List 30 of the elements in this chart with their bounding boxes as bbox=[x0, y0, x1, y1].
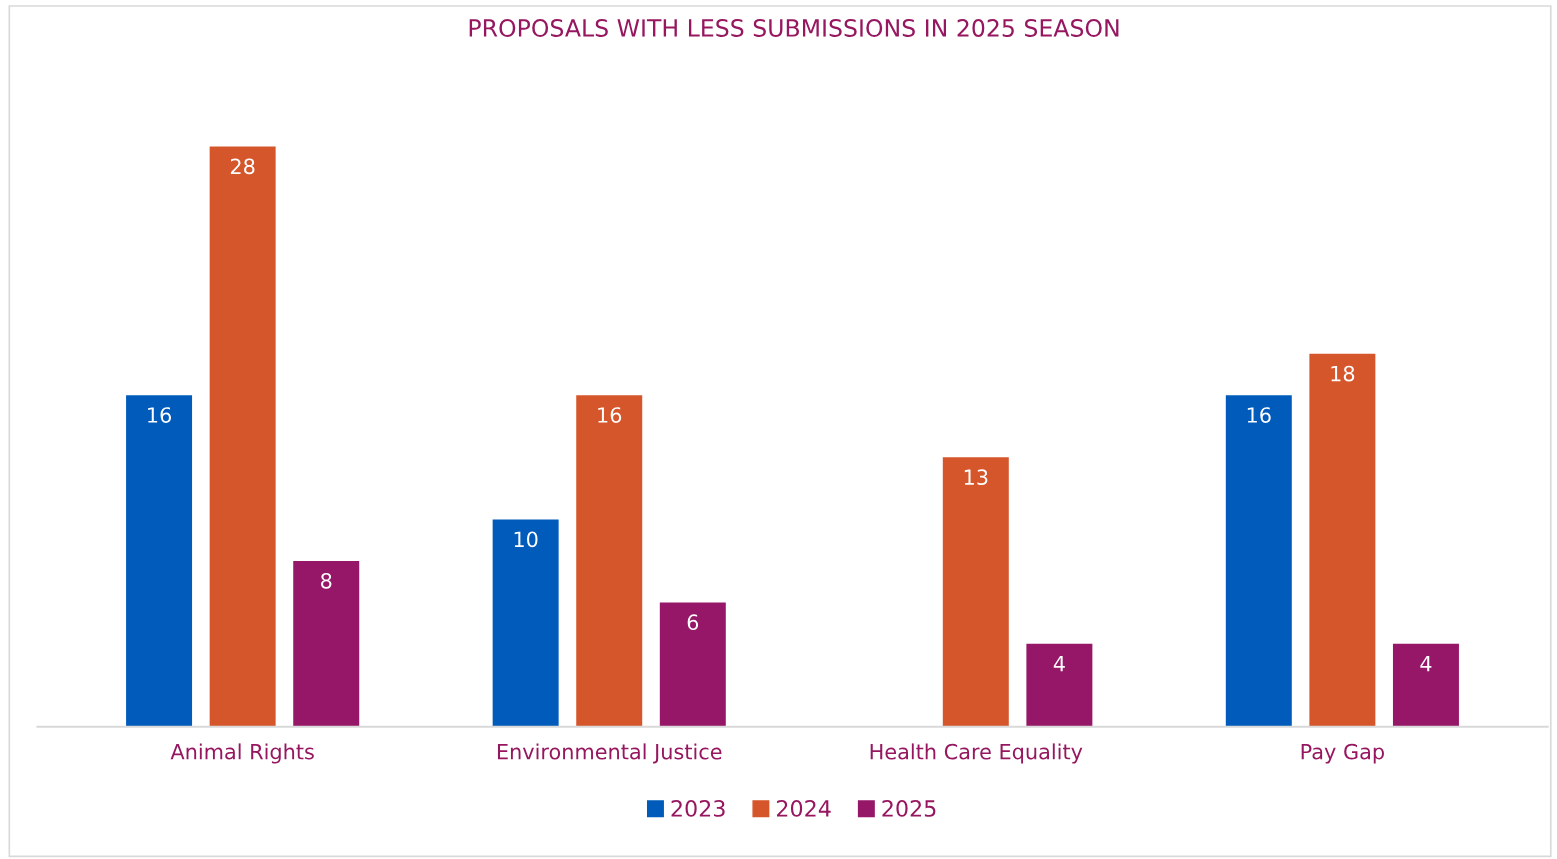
data-label: 16 bbox=[1247, 407, 1271, 423]
data-label: 16 bbox=[148, 407, 172, 423]
legend-label: 2024 bbox=[776, 800, 831, 817]
data-label: 10 bbox=[514, 531, 538, 548]
bar bbox=[576, 395, 643, 727]
chart-title: PROPOSALS WITH LESS SUBMISSIONS IN 2025 SEASON bbox=[469, 19, 1119, 37]
bar bbox=[293, 560, 360, 727]
data-label: 6 bbox=[687, 614, 699, 631]
bar bbox=[1309, 353, 1376, 727]
data-label: 18 bbox=[1331, 365, 1355, 382]
bar bbox=[1225, 395, 1292, 727]
data-label: 4 bbox=[1053, 656, 1065, 672]
bar bbox=[1392, 643, 1459, 727]
bar bbox=[492, 519, 559, 727]
data-label: 28 bbox=[230, 158, 255, 175]
bar bbox=[126, 395, 193, 727]
x-tick-label: Health Care Equality bbox=[870, 743, 1083, 764]
data-label: 16 bbox=[598, 407, 622, 423]
data-label: 13 bbox=[964, 469, 988, 486]
x-tick-label: Environmental Justice bbox=[497, 743, 722, 764]
bar bbox=[942, 457, 1009, 727]
x-tick-label: Pay Gap bbox=[1301, 743, 1384, 764]
x-tick-label: Animal Rights bbox=[170, 743, 314, 764]
bar bbox=[1026, 643, 1093, 727]
data-label: 8 bbox=[321, 572, 332, 589]
legend-label: 2023 bbox=[671, 800, 725, 817]
bar bbox=[659, 602, 726, 727]
bar bbox=[209, 146, 276, 727]
data-label: 4 bbox=[1420, 656, 1432, 672]
legend-label: 2025 bbox=[882, 800, 936, 817]
